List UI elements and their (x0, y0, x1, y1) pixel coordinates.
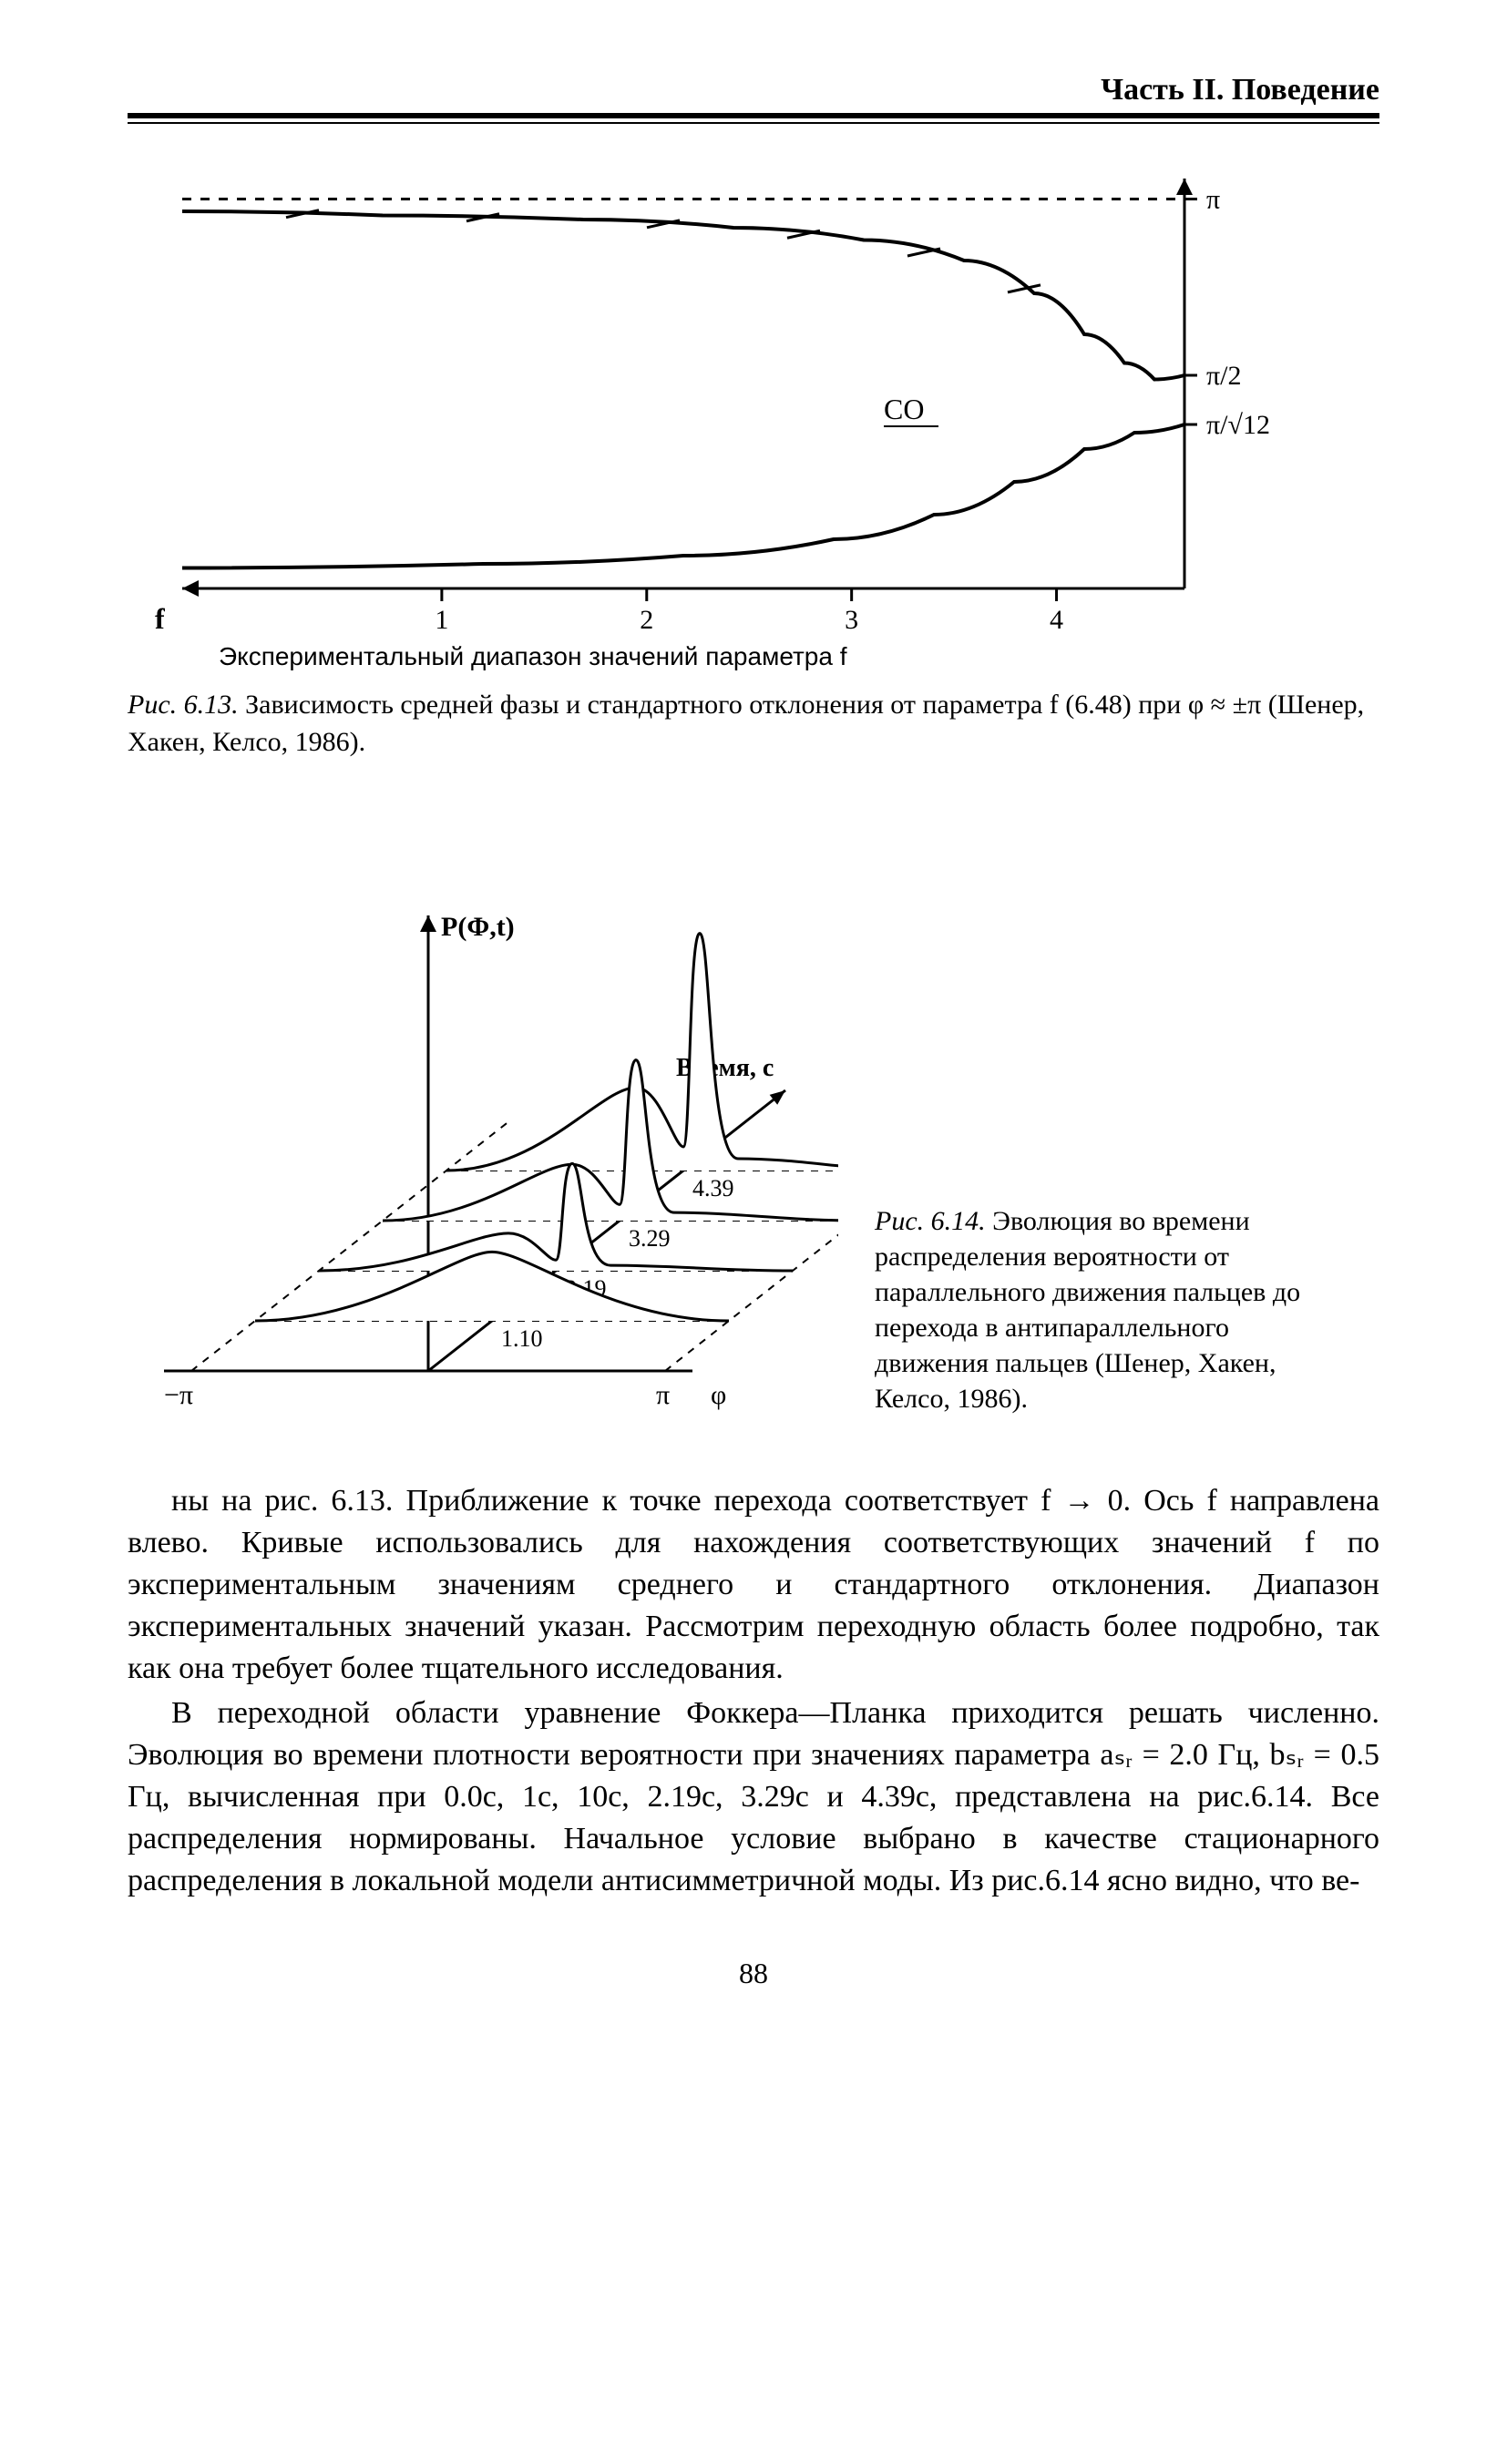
header-rule-thin (128, 122, 1379, 124)
figure-6-14: P(Φ,t)−ππφВремя, с4.393.292.191.10 (128, 861, 838, 1444)
figure-6-14-caption-label: Рис. 6.14. (875, 1206, 986, 1236)
figure-6-13-caption: Рис. 6.13. Зависимость средней фазы и ст… (128, 687, 1379, 761)
svg-text:4.39: 4.39 (692, 1175, 734, 1201)
figure-6-14-caption-text: Эволюция во времени распределения вероят… (875, 1206, 1300, 1414)
figure-6-14-svg: P(Φ,t)−ππφВремя, с4.393.292.191.10 (128, 861, 838, 1444)
svg-text:1: 1 (435, 605, 448, 635)
svg-text:P(Φ,t): P(Φ,t) (441, 912, 515, 942)
svg-text:Экспериментальный диапазон зна: Экспериментальный диапазон значений пара… (219, 642, 847, 670)
figure-6-13: 1 2 3 4 f π π/2 π/√12 CO Экспериментальный диапаз… (128, 160, 1379, 670)
svg-text:π/√12: π/√12 (1206, 410, 1270, 440)
svg-text:−π: −π (164, 1380, 193, 1410)
body-text: ны на рис. 6.13. Приближение к точке пер… (128, 1480, 1379, 1902)
figure-6-13-svg: 1 2 3 4 f π π/2 π/√12 CO Экспериментальный диапаз… (128, 160, 1376, 670)
body-paragraph-2: В переходной области уравнение Фоккера—П… (128, 1692, 1379, 1901)
svg-text:CO: CO (884, 393, 924, 425)
svg-text:3: 3 (845, 605, 858, 635)
svg-text:π: π (656, 1380, 670, 1410)
page-number: 88 (128, 1957, 1379, 1990)
svg-text:φ: φ (711, 1380, 726, 1410)
figure-6-13-caption-text: Зависимость средней фазы и стандартного … (128, 690, 1364, 757)
svg-text:3.29: 3.29 (629, 1225, 671, 1252)
svg-text:f: f (155, 602, 165, 635)
svg-text:4: 4 (1050, 605, 1063, 635)
running-head: Часть II. Поведение (128, 73, 1379, 107)
svg-text:π: π (1206, 185, 1220, 215)
figure-6-13-caption-label: Рис. 6.13. (128, 690, 239, 720)
header-rule-thick (128, 113, 1379, 118)
body-paragraph-1: ны на рис. 6.13. Приближение к точке пер… (128, 1480, 1379, 1689)
svg-text:π/2: π/2 (1206, 361, 1241, 391)
svg-text:1.10: 1.10 (501, 1325, 543, 1352)
svg-text:2: 2 (640, 605, 653, 635)
figure-6-14-caption: Рис. 6.14. Эволюция во времени распредел… (875, 1203, 1348, 1444)
